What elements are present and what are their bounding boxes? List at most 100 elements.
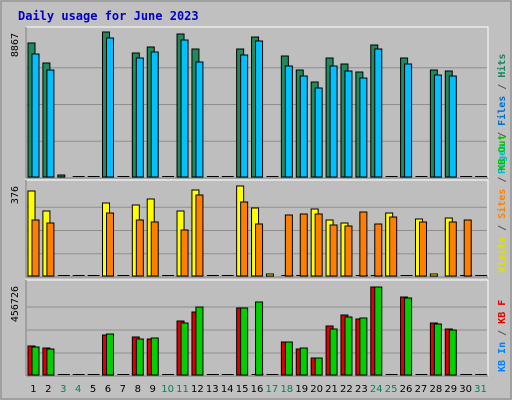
bar-files-day-19 bbox=[299, 75, 308, 178]
legend-item: / bbox=[497, 78, 508, 96]
bar-hits-day-3 bbox=[57, 174, 66, 178]
bar-kb-in-day-24 bbox=[374, 286, 383, 376]
bar-sites-day-1 bbox=[31, 219, 40, 277]
bar-empty bbox=[475, 275, 488, 276]
bar-sites-day-21 bbox=[329, 224, 338, 277]
legend-item: Files bbox=[496, 96, 508, 126]
panel-visits-sites: 376 Visits / Sites / KB Out bbox=[10, 135, 508, 278]
bar-kb-in-day-28 bbox=[433, 323, 442, 376]
legend-item: / bbox=[497, 171, 508, 189]
bar-files-day-29 bbox=[448, 75, 457, 178]
bar-empty bbox=[72, 275, 85, 276]
bar-empty bbox=[162, 374, 175, 375]
bar-kb-in-day-2 bbox=[46, 348, 55, 376]
bar-sites-day-9 bbox=[150, 221, 159, 277]
x-tick-label-25: 25 bbox=[385, 384, 398, 395]
bar-empty bbox=[221, 275, 234, 276]
bar-empty bbox=[87, 275, 100, 276]
bar-files-day-1 bbox=[31, 53, 40, 178]
bar-files-day-11 bbox=[180, 39, 189, 178]
bar-empty bbox=[385, 176, 398, 177]
x-tick-label-10: 10 bbox=[161, 384, 174, 395]
x-tick-label-21: 21 bbox=[325, 384, 338, 395]
bar-kb-in-day-15 bbox=[240, 307, 249, 376]
bar-empty bbox=[460, 374, 473, 375]
bar-sites-day-11 bbox=[180, 229, 189, 277]
bar-kb-in-day-8 bbox=[135, 338, 144, 376]
bar-files-day-9 bbox=[150, 51, 159, 178]
bar-sites-day-23 bbox=[359, 211, 368, 277]
bar-empty bbox=[117, 176, 130, 177]
x-tick-label-16: 16 bbox=[251, 384, 264, 395]
bar-sites-day-15 bbox=[240, 201, 249, 277]
legend-item: Sites bbox=[496, 189, 508, 219]
legend-item: Visits bbox=[496, 237, 508, 273]
bar-empty bbox=[266, 176, 279, 177]
bar-empty bbox=[117, 275, 130, 276]
y-max-label: 8867 bbox=[10, 33, 21, 57]
legend-item: Pages bbox=[497, 144, 508, 174]
x-tick-label-12: 12 bbox=[191, 384, 204, 395]
bar-kb-in-day-22 bbox=[344, 316, 353, 376]
x-tick-label-29: 29 bbox=[444, 384, 457, 395]
legend-item: Hits bbox=[496, 54, 508, 78]
bar-files-day-28 bbox=[433, 74, 442, 178]
bar-kb-in-day-26 bbox=[404, 297, 413, 376]
bar-empty bbox=[460, 176, 473, 177]
bar-empty bbox=[162, 275, 175, 276]
bar-kb-in-day-16 bbox=[255, 301, 264, 376]
chart-title: Daily usage for June 2023 bbox=[18, 9, 199, 23]
x-tick-label-2: 2 bbox=[45, 384, 51, 395]
x-tick-label-28: 28 bbox=[429, 384, 442, 395]
bar-empty bbox=[266, 374, 279, 375]
x-tick-label-22: 22 bbox=[340, 384, 353, 395]
x-tick-label-14: 14 bbox=[221, 384, 234, 395]
bar-empty bbox=[385, 374, 398, 375]
bar-empty bbox=[117, 374, 130, 375]
x-tick-label-6: 6 bbox=[105, 384, 111, 395]
x-tick-label-13: 13 bbox=[206, 384, 219, 395]
bar-empty bbox=[206, 374, 219, 375]
bar-kb-in-day-21 bbox=[329, 328, 338, 376]
bar-files-day-12 bbox=[195, 61, 204, 178]
bar-empty bbox=[87, 176, 100, 177]
bar-sites-day-2 bbox=[46, 222, 55, 277]
bar-empty bbox=[221, 176, 234, 177]
bar-sites-day-8 bbox=[135, 219, 144, 277]
bar-empty bbox=[87, 374, 100, 375]
bar-files-day-15 bbox=[240, 54, 249, 178]
x-tick-label-27: 27 bbox=[415, 384, 428, 395]
x-tick-label-15: 15 bbox=[236, 384, 249, 395]
legend-item: / bbox=[497, 219, 508, 237]
bar-empty bbox=[72, 374, 85, 375]
legend-item: KB F bbox=[497, 300, 508, 324]
x-tick-label-4: 4 bbox=[75, 384, 81, 395]
x-tick-label-23: 23 bbox=[355, 384, 368, 395]
bar-empty bbox=[221, 374, 234, 375]
bar-kb-in-day-20 bbox=[314, 357, 323, 376]
legend: KB In / KB F bbox=[497, 300, 508, 372]
bar-sites-day-22 bbox=[344, 225, 353, 277]
bar-sites-day-27 bbox=[418, 221, 427, 277]
x-tick-label-5: 5 bbox=[90, 384, 96, 395]
x-tick-label-18: 18 bbox=[280, 384, 293, 395]
y-max-label: 456726 bbox=[10, 286, 21, 322]
x-tick-label-31: 31 bbox=[474, 384, 487, 395]
bar-files-day-22 bbox=[344, 70, 353, 178]
bar-sites-day-16 bbox=[255, 223, 264, 277]
x-tick-label-24: 24 bbox=[370, 384, 383, 395]
x-tick-label-20: 20 bbox=[310, 384, 323, 395]
bar-empty bbox=[206, 275, 219, 276]
x-tick-label-9: 9 bbox=[149, 384, 155, 395]
bar-kb-in-day-23 bbox=[359, 317, 368, 376]
legend-item: KB In bbox=[497, 342, 508, 372]
bar-empty bbox=[162, 176, 175, 177]
bar-visits-day-17 bbox=[265, 273, 274, 277]
bar-files-day-21 bbox=[329, 65, 338, 178]
bar-files-day-16 bbox=[255, 40, 264, 178]
x-tick-label-11: 11 bbox=[176, 384, 189, 395]
x-axis-labels: 1 2 3 4 5 6 7 8 9 10 11 12 13 14 15 16 17 18 19 20 21 22 23 24 2… bbox=[30, 384, 487, 395]
bar-empty bbox=[57, 374, 70, 375]
bar-sites-day-6 bbox=[106, 212, 115, 277]
